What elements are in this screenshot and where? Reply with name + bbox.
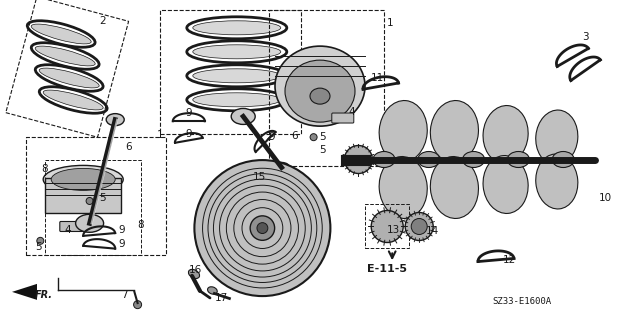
Text: 15: 15 (253, 172, 266, 182)
Ellipse shape (344, 145, 372, 174)
Circle shape (134, 300, 141, 309)
Polygon shape (12, 284, 37, 300)
Ellipse shape (373, 152, 395, 167)
Text: 5: 5 (99, 193, 106, 203)
Text: 8: 8 (138, 220, 144, 230)
Circle shape (86, 197, 93, 204)
Text: 4: 4 (64, 225, 70, 235)
Text: 4: 4 (349, 108, 355, 117)
Circle shape (195, 160, 330, 296)
Ellipse shape (483, 156, 528, 213)
Text: 5: 5 (319, 145, 325, 155)
Text: 6: 6 (125, 142, 131, 152)
Ellipse shape (508, 152, 529, 167)
FancyBboxPatch shape (332, 113, 354, 123)
Text: 6: 6 (291, 131, 298, 141)
Ellipse shape (106, 114, 124, 126)
Circle shape (37, 237, 44, 244)
Ellipse shape (231, 108, 255, 124)
Text: 5: 5 (319, 132, 325, 142)
Text: 8: 8 (42, 164, 48, 174)
Ellipse shape (44, 90, 103, 110)
Ellipse shape (275, 46, 365, 126)
Ellipse shape (76, 214, 104, 232)
Ellipse shape (193, 21, 281, 35)
Ellipse shape (207, 287, 217, 294)
Text: 9: 9 (269, 132, 275, 142)
Text: 16: 16 (189, 265, 202, 275)
Text: 14: 14 (426, 226, 439, 236)
Text: 1: 1 (387, 18, 394, 27)
Text: 10: 10 (598, 193, 612, 203)
Ellipse shape (379, 157, 428, 219)
Circle shape (310, 134, 317, 141)
Ellipse shape (536, 110, 578, 165)
Text: 13: 13 (387, 225, 401, 235)
FancyBboxPatch shape (45, 178, 121, 213)
Ellipse shape (285, 60, 355, 122)
Text: 5: 5 (35, 242, 42, 252)
Ellipse shape (430, 100, 479, 162)
Ellipse shape (193, 93, 281, 107)
Ellipse shape (188, 269, 200, 278)
Text: E-11-5: E-11-5 (367, 264, 407, 274)
Text: 9: 9 (118, 225, 125, 235)
Text: 9: 9 (186, 108, 192, 118)
Circle shape (371, 211, 403, 242)
Ellipse shape (44, 165, 123, 193)
Text: 3: 3 (582, 32, 589, 42)
Text: 17: 17 (214, 293, 228, 303)
Circle shape (257, 223, 268, 234)
Ellipse shape (274, 162, 290, 173)
Text: 9: 9 (186, 129, 192, 139)
Ellipse shape (31, 24, 91, 44)
Ellipse shape (39, 68, 99, 88)
Text: 7: 7 (122, 290, 128, 300)
Ellipse shape (310, 88, 330, 104)
Ellipse shape (193, 45, 281, 59)
Ellipse shape (405, 212, 433, 241)
Text: 11: 11 (371, 73, 385, 83)
Ellipse shape (379, 100, 428, 162)
Ellipse shape (552, 152, 574, 167)
Ellipse shape (483, 106, 528, 163)
Text: 2: 2 (99, 16, 106, 26)
Text: 1: 1 (157, 130, 163, 140)
Text: FR.: FR. (35, 290, 53, 300)
FancyBboxPatch shape (60, 221, 84, 232)
Text: 12: 12 (502, 255, 516, 265)
Ellipse shape (463, 152, 484, 167)
Ellipse shape (536, 154, 578, 209)
Text: 9: 9 (118, 239, 125, 249)
Ellipse shape (430, 157, 479, 219)
Text: 2: 2 (266, 132, 272, 142)
Text: SZ33-E1600A: SZ33-E1600A (493, 297, 552, 306)
Ellipse shape (412, 219, 428, 234)
Ellipse shape (51, 168, 115, 190)
Circle shape (250, 216, 275, 240)
Ellipse shape (193, 69, 281, 83)
Ellipse shape (35, 46, 95, 66)
Ellipse shape (418, 152, 440, 167)
